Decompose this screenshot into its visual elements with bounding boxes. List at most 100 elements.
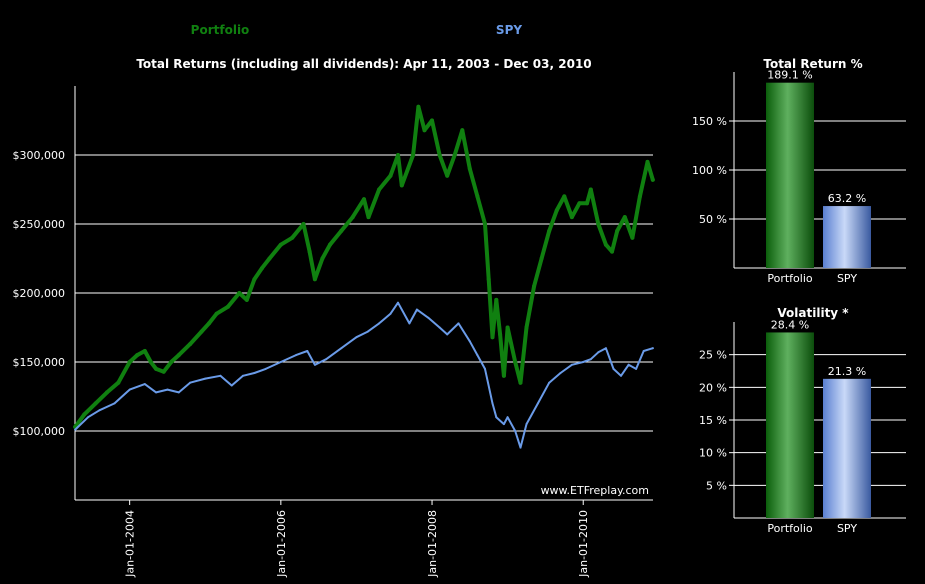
portfolio-point	[486, 277, 491, 282]
portfolio-point	[645, 159, 650, 164]
portfolio-point	[467, 166, 472, 171]
spy-point	[597, 351, 600, 354]
spy-point	[87, 416, 90, 419]
main-x-tick-label: Jan-01-2010	[577, 510, 590, 578]
portfolio-point	[416, 104, 421, 109]
portfolio-point	[362, 197, 366, 202]
watermark: www.ETFreplay.com	[541, 484, 649, 497]
spy-point	[143, 383, 146, 386]
portfolio-point	[501, 373, 506, 378]
main-line-chart: Total Returns (including all dividends):…	[13, 57, 655, 578]
spy-point	[427, 316, 430, 319]
portfolio-point	[539, 256, 544, 261]
spy-point	[408, 322, 411, 325]
spy-point	[635, 367, 638, 370]
portfolio-point	[588, 187, 593, 192]
portfolio-point	[301, 222, 306, 226]
portfolio-point	[252, 277, 257, 282]
spy-point	[476, 354, 479, 357]
portfolio-point	[603, 242, 608, 247]
portfolio-point	[396, 153, 400, 157]
total-return-y-tick-label: 150 %	[692, 115, 727, 128]
volatility-y-tick-label: 5 %	[706, 479, 727, 492]
portfolio-point	[176, 353, 181, 358]
portfolio-point	[498, 332, 503, 337]
spy-point	[189, 381, 192, 384]
portfolio-point	[148, 360, 153, 364]
main-y-tick-label: $100,000	[13, 425, 66, 438]
main-x-ticks: Jan-01-2004 Jan-01-2006 Jan-01-2008 Jan-01-…	[124, 500, 590, 578]
volatility-y-tick-label: 25 %	[699, 349, 727, 362]
main-x-tick-label: Jan-01-2008	[426, 510, 439, 578]
spy-point	[253, 372, 256, 374]
portfolio-point	[135, 353, 140, 358]
portfolio-point	[422, 128, 427, 133]
spy-point	[242, 374, 244, 377]
total-return-data-label-spy: 63.2 %	[828, 192, 866, 205]
portfolio-point	[518, 380, 523, 385]
portfolio-point	[307, 249, 312, 254]
portfolio-point	[411, 153, 416, 157]
volatility-category-spy: SPY	[837, 522, 857, 535]
spy-point	[98, 409, 101, 412]
volatility-data-label-portfolio: 28.4 %	[771, 318, 809, 331]
portfolio-point	[483, 222, 487, 226]
portfolio-point	[622, 215, 627, 220]
spy-point	[514, 430, 517, 432]
spy-point	[536, 402, 539, 405]
portfolio-point	[532, 284, 537, 289]
total-return-y-tick-label: 50 %	[699, 213, 727, 226]
portfolio-point	[339, 228, 344, 233]
main-x-tick-label: Jan-01-2004	[124, 510, 137, 578]
portfolio-point	[328, 242, 332, 247]
main-y-tick-label: $300,000	[13, 149, 66, 162]
total-return-grid	[734, 120, 906, 220]
spy-point	[457, 322, 460, 325]
portfolio-point	[259, 266, 264, 271]
portfolio-point	[610, 249, 614, 254]
total-return-bar-portfolio	[766, 82, 814, 268]
spy-point	[166, 388, 169, 391]
portfolio-point	[494, 297, 499, 302]
spy-point	[582, 361, 585, 363]
portfolio-point	[445, 173, 450, 178]
portfolio-point	[154, 366, 159, 371]
spy-point	[397, 301, 399, 304]
spy-point	[651, 347, 654, 350]
total-return-bar-spy	[823, 206, 871, 268]
spy-point	[604, 347, 607, 350]
portfolio-point	[93, 401, 98, 406]
spy-point	[642, 350, 645, 352]
spy-point	[325, 358, 328, 361]
spy-point	[468, 340, 471, 343]
spy-point	[204, 377, 207, 380]
spy-point	[113, 402, 116, 405]
portfolio-point	[399, 183, 404, 188]
main-x-tick-label: Jan-01-2006	[275, 510, 288, 578]
portfolio-point	[290, 235, 295, 240]
spy-point	[295, 354, 297, 357]
portfolio-point	[475, 194, 480, 199]
spy-point	[219, 374, 222, 377]
spy-line	[74, 301, 654, 449]
portfolio-point	[554, 208, 559, 213]
portfolio-point	[524, 325, 529, 330]
portfolio-point	[199, 329, 204, 334]
portfolio-point	[366, 215, 371, 220]
spy-point	[306, 350, 309, 352]
main-series-group	[73, 104, 655, 449]
portfolio-point	[577, 201, 582, 206]
spy-point	[155, 391, 158, 394]
volatility-y-tick-label: 20 %	[699, 381, 727, 394]
total-return-data-label-portfolio: 189.1 %	[767, 69, 812, 82]
legend-spy: SPY	[496, 23, 522, 37]
total-return-category-spy: SPY	[837, 272, 857, 285]
portfolio-point	[596, 222, 601, 226]
spy-point	[506, 416, 509, 419]
spy-point	[502, 423, 505, 426]
spy-point	[279, 361, 282, 363]
portfolio-point	[637, 194, 642, 199]
spy-point	[264, 367, 267, 370]
spy-point	[230, 384, 233, 387]
